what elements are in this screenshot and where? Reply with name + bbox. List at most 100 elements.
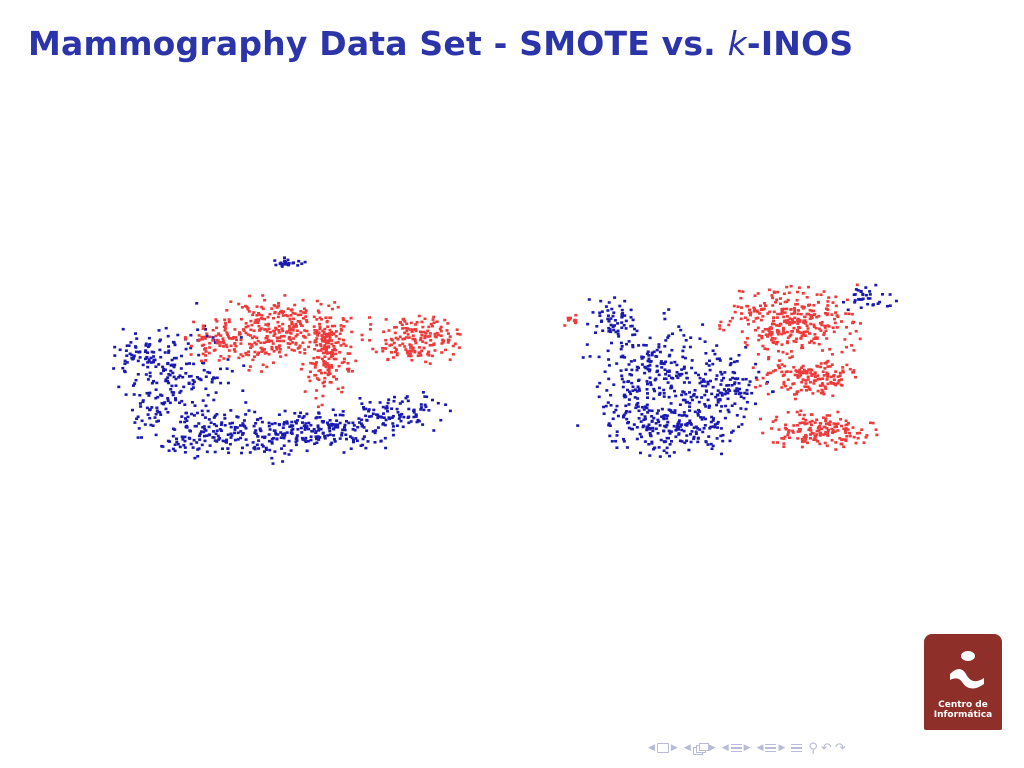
data-point xyxy=(248,451,252,454)
data-point xyxy=(123,362,127,366)
nav-subsection-icon[interactable] xyxy=(692,742,709,755)
data-point xyxy=(217,332,221,335)
data-point xyxy=(599,299,603,303)
data-point xyxy=(256,321,260,324)
data-point xyxy=(761,308,765,311)
data-point xyxy=(801,364,805,368)
nav-section-prev-icon[interactable]: ◀ xyxy=(721,743,729,753)
nav-subsubsection-next-icon[interactable]: ▶ xyxy=(778,743,786,753)
nav-frame-icon[interactable] xyxy=(656,743,669,753)
data-point xyxy=(316,426,320,429)
data-point xyxy=(659,362,663,365)
data-point xyxy=(821,349,824,352)
data-point xyxy=(215,376,219,380)
nav-subsection-prev-icon[interactable]: ◀ xyxy=(683,743,691,753)
data-point xyxy=(344,433,348,436)
data-point xyxy=(705,390,709,393)
data-point xyxy=(820,323,824,327)
data-point xyxy=(704,417,707,421)
nav-subsection-group[interactable]: ◀ ▶ xyxy=(683,742,716,755)
data-point xyxy=(393,395,396,399)
data-point xyxy=(670,440,673,443)
data-point xyxy=(353,428,357,432)
nav-frame-group[interactable]: ◀ ▶ xyxy=(648,743,678,753)
data-point xyxy=(303,348,307,351)
data-point xyxy=(402,317,406,321)
data-point xyxy=(405,322,409,326)
data-point xyxy=(391,433,395,437)
data-point xyxy=(164,407,168,411)
data-point xyxy=(796,390,800,393)
data-point xyxy=(316,424,320,427)
data-point xyxy=(289,431,293,435)
nav-search-group[interactable]: ⚲ ↶ ↷ xyxy=(808,741,845,756)
data-point xyxy=(197,377,201,380)
nav-frame-prev-icon[interactable]: ◀ xyxy=(648,743,655,753)
data-point xyxy=(742,396,746,400)
data-point xyxy=(800,380,804,384)
data-point xyxy=(750,391,754,395)
data-point xyxy=(700,396,704,399)
nav-align-icon[interactable] xyxy=(791,743,803,753)
data-point xyxy=(720,379,724,382)
nav-subsubsection-prev-icon[interactable]: ◀ xyxy=(756,743,764,753)
data-point xyxy=(606,314,610,317)
data-point xyxy=(417,346,421,349)
data-point xyxy=(381,405,385,409)
data-point xyxy=(394,350,397,354)
data-point xyxy=(341,428,345,432)
data-point xyxy=(778,322,782,326)
data-point xyxy=(321,381,325,385)
data-point xyxy=(826,382,830,386)
data-point xyxy=(660,366,664,369)
data-point xyxy=(145,406,149,410)
data-point xyxy=(184,337,188,341)
data-point xyxy=(162,367,166,371)
data-point xyxy=(419,336,423,340)
nav-section-icon[interactable] xyxy=(730,743,742,753)
data-point xyxy=(275,336,279,340)
data-point xyxy=(656,409,660,412)
data-point xyxy=(739,391,743,395)
data-point xyxy=(211,339,215,342)
data-point xyxy=(343,426,346,429)
data-point xyxy=(368,328,372,331)
data-point xyxy=(187,375,191,378)
data-point xyxy=(799,331,803,335)
data-point xyxy=(775,298,779,302)
nav-align-group[interactable] xyxy=(791,743,803,753)
nav-undo-icon[interactable]: ↶ xyxy=(820,740,832,756)
nav-section-group[interactable]: ◀ ▶ xyxy=(722,743,751,753)
nav-frame-next-icon[interactable]: ▶ xyxy=(670,743,678,753)
data-point xyxy=(147,358,151,361)
data-point xyxy=(834,311,838,314)
data-point xyxy=(635,403,639,407)
data-point xyxy=(386,401,390,405)
data-point xyxy=(158,338,162,342)
data-point xyxy=(360,418,364,422)
data-point xyxy=(667,334,671,337)
data-point xyxy=(333,440,337,443)
data-point xyxy=(189,344,193,348)
data-point xyxy=(597,355,601,359)
data-point xyxy=(277,301,281,305)
nav-subsubsection-group[interactable]: ◀ ▶ xyxy=(757,743,786,753)
data-point xyxy=(722,388,726,391)
nav-subsubsection-icon[interactable] xyxy=(765,743,777,753)
data-point xyxy=(264,448,268,451)
data-point xyxy=(295,333,299,336)
nav-search-icon[interactable]: ⚲ xyxy=(808,740,818,756)
data-point xyxy=(333,324,337,328)
data-point xyxy=(315,416,319,419)
data-point xyxy=(299,322,302,325)
data-point xyxy=(721,439,725,443)
data-point xyxy=(216,339,220,342)
data-point xyxy=(352,440,355,444)
nav-redo-icon[interactable]: ↷ xyxy=(834,740,846,756)
data-point xyxy=(772,369,776,373)
nav-section-next-icon[interactable]: ▶ xyxy=(743,743,751,753)
data-point xyxy=(800,421,804,424)
nav-subsection-next-icon[interactable]: ▶ xyxy=(708,743,716,753)
data-point xyxy=(794,303,798,306)
data-point xyxy=(866,302,870,306)
